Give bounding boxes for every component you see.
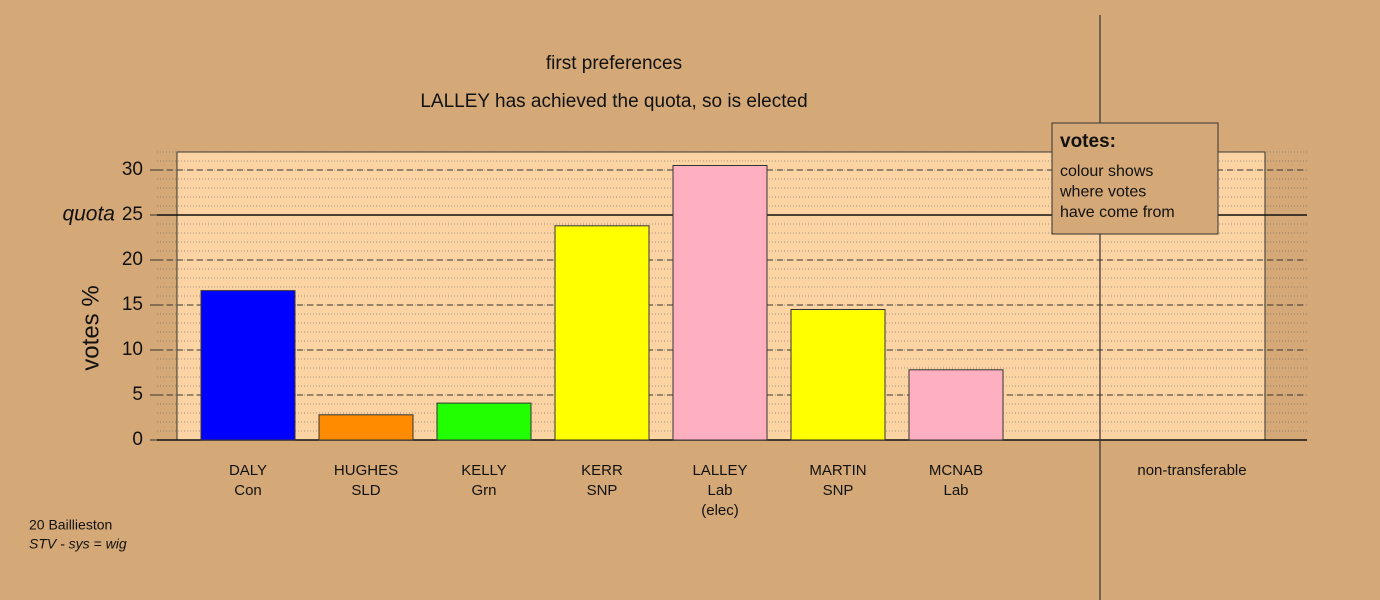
legend-line: have come from [1060,204,1175,221]
x-tick-label: KERR [581,462,623,479]
party-label: SNP [823,482,854,499]
party-label: Grn [471,482,496,499]
footer-line: 20 Baillieston [29,517,112,533]
quota-label: quota [62,203,115,226]
x-tick-label: KELLY [461,462,507,479]
y-tick-label: 25 [122,204,143,225]
y-tick-label: 20 [122,249,143,270]
note-label: (elec) [701,502,739,519]
party-label: Lab [707,482,732,499]
bar [554,225,650,441]
y-axis-label: votes % [77,285,104,370]
legend-box [1051,122,1219,235]
y-tick-label: 15 [122,294,143,315]
x-tick-label: MARTIN [809,462,866,479]
x-tick-label: LALLEY [692,462,747,479]
bar [318,414,414,441]
bar [436,402,532,441]
bar [200,290,296,441]
bar [790,309,886,441]
y-tick-label: 10 [122,339,143,360]
x-tick-label: HUGHES [334,462,398,479]
y-tick-label: 5 [132,384,143,405]
legend-line: colour shows [1060,163,1153,180]
x-tick-label: DALY [229,462,267,479]
chart-title: first preferences [546,53,682,74]
party-label: SLD [351,482,380,499]
party-label: Con [234,482,262,499]
party-label: Lab [943,482,968,499]
bar [908,369,1004,441]
chart-subtitle: LALLEY has achieved the quota, so is ele… [420,91,807,112]
party-label: SNP [587,482,618,499]
legend-title: votes: [1060,131,1116,152]
x-tick-label: non-transferable [1137,462,1246,479]
bar [672,165,768,441]
footer-line: STV - sys = wig [29,536,127,552]
legend-line: where votes [1059,184,1146,201]
y-tick-label: 30 [122,159,143,180]
y-tick-label: 0 [132,429,143,450]
x-tick-label: MCNAB [929,462,983,479]
